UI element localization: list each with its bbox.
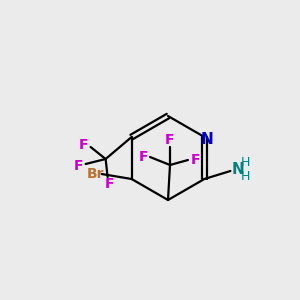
Text: N: N [201, 131, 214, 146]
Text: F: F [138, 150, 148, 164]
Text: F: F [105, 177, 114, 191]
Text: F: F [79, 138, 88, 152]
Text: F: F [190, 153, 200, 167]
Text: N: N [231, 161, 244, 176]
Text: Br: Br [87, 167, 104, 181]
Text: H: H [240, 155, 250, 169]
Text: F: F [165, 133, 175, 147]
Text: F: F [74, 159, 83, 173]
Text: H: H [240, 169, 250, 182]
